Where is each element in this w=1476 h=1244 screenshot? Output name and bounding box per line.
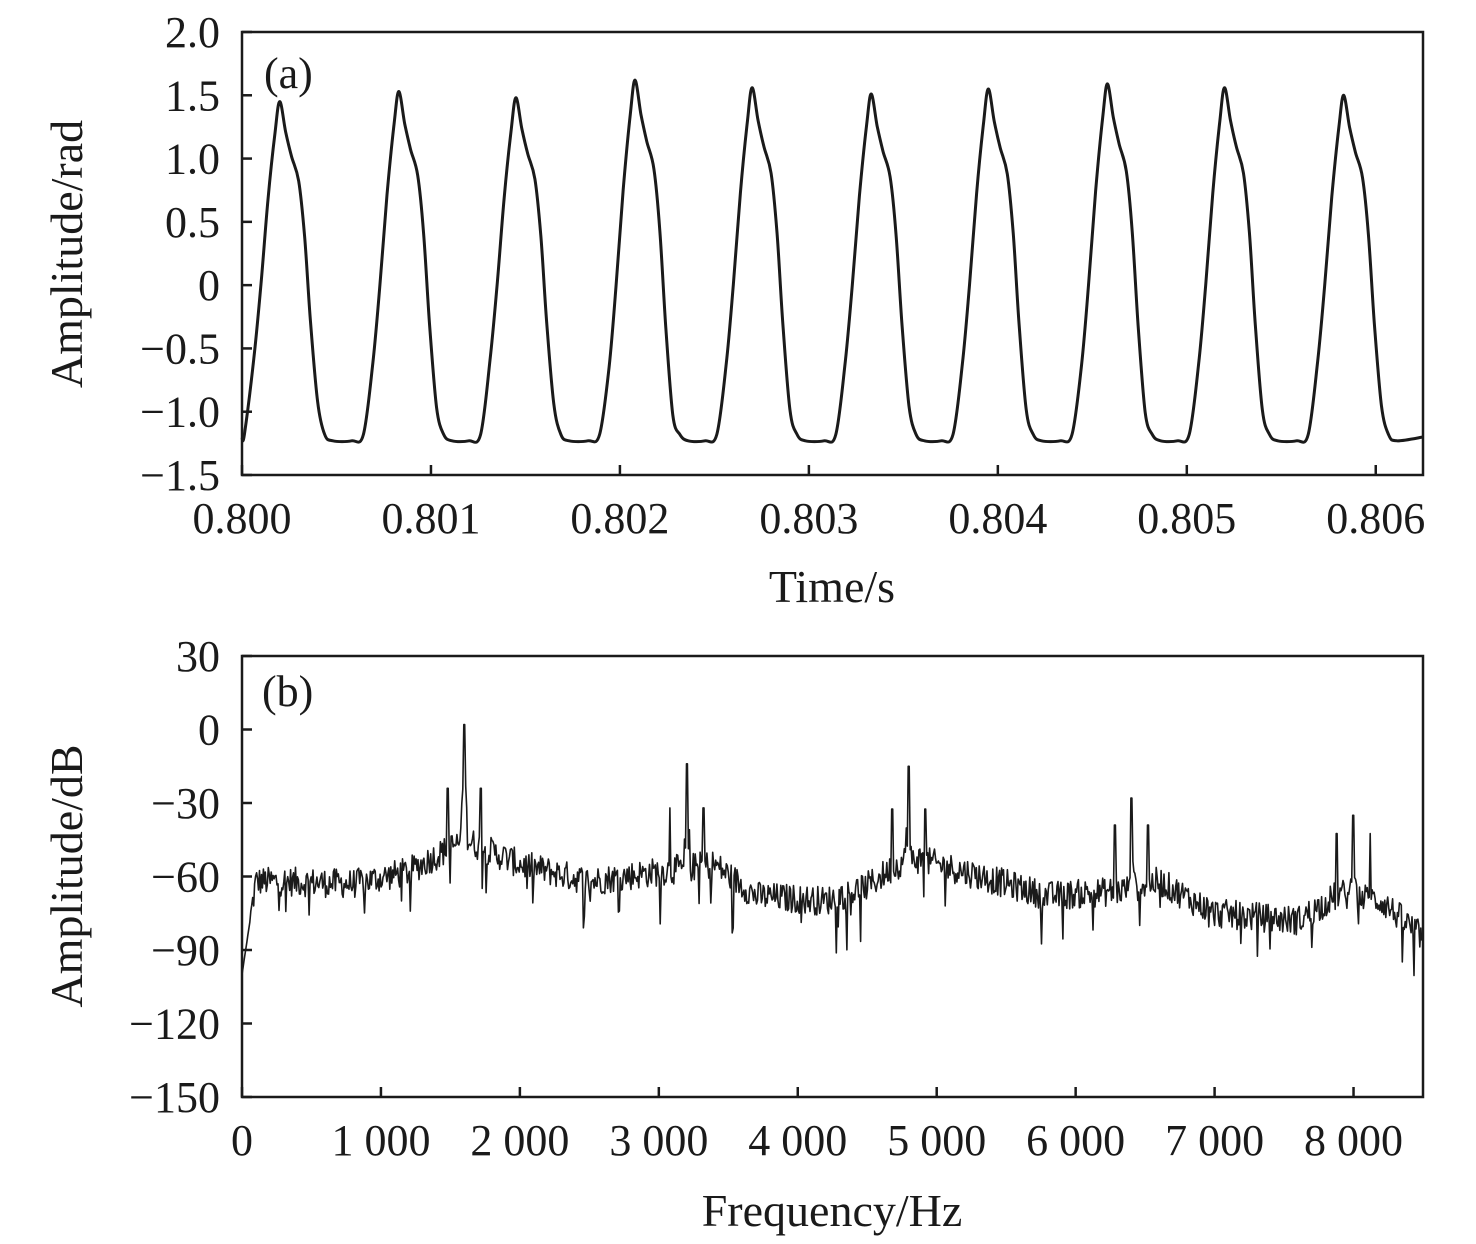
chart-a-y-tick-label: −0.5: [140, 324, 220, 373]
chart-a-series-line: [240, 78, 1424, 444]
chart-a: 0.800 0.801 0.802 0.803 0.804 0.805 0.806 2.0 1…: [41, 8, 1425, 612]
chart-b-x-tick-label: 8 000: [1304, 1116, 1403, 1165]
chart-b-y-axis-label: Amplitude/dB: [41, 744, 92, 1007]
chart-b-x-tick-label: 0: [231, 1116, 253, 1165]
chart-b-x-tick-label: 6 000: [1026, 1116, 1125, 1165]
chart-b-y-ticks: 30 0 −30 −60 −90 −120 −150: [129, 632, 252, 1122]
chart-a-x-ticks: 0.800 0.801 0.802 0.803 0.804 0.805 0.806: [193, 465, 1425, 543]
chart-b-x-tick-label: 4 000: [748, 1116, 847, 1165]
chart-a-y-axis-label: Amplitude/rad: [41, 120, 92, 388]
chart-b-y-tick-label: 30: [176, 632, 220, 681]
chart-a-panel-label: (a): [264, 49, 313, 98]
chart-a-y-tick-label: 1.0: [165, 135, 220, 184]
chart-a-y-tick-label: 0: [198, 261, 220, 310]
chart-b-x-ticks: 0 1 000 2 000 3 000 4 000 5 000 6 000 7 000 8 00…: [231, 1087, 1403, 1165]
chart-a-y-tick-label: −1.0: [140, 388, 220, 437]
chart-a-x-tick-label: 0.805: [1137, 494, 1236, 543]
chart-b-x-tick-label: 5 000: [887, 1116, 986, 1165]
chart-b-x-tick-label: 3 000: [609, 1116, 708, 1165]
chart-a-x-tick-label: 0.802: [570, 494, 669, 543]
chart-a-y-tick-label: 0.5: [165, 198, 220, 247]
chart-b-y-tick-label: −60: [151, 853, 220, 902]
chart-a-x-tick-label: 0.800: [193, 494, 292, 543]
chart-a-x-tick-label: 0.804: [948, 494, 1047, 543]
chart-a-x-tick-label: 0.806: [1326, 494, 1425, 543]
chart-a-y-tick-label: 2.0: [165, 8, 220, 57]
chart-b-y-tick-label: −30: [151, 779, 220, 828]
chart-b-x-tick-label: 2 000: [470, 1116, 569, 1165]
chart-a-x-axis-label: Time/s: [769, 561, 895, 612]
chart-b-y-tick-label: 0: [198, 706, 220, 755]
chart-b-y-tick-label: −150: [129, 1073, 220, 1122]
chart-a-frame: [240, 30, 1425, 477]
chart-b-panel-label: (b): [262, 667, 313, 716]
chart-b: 0 1 000 2 000 3 000 4 000 5 000 6 000 7 000 8 00…: [41, 632, 1425, 1236]
chart-a-y-tick-label: 1.5: [165, 71, 220, 120]
chart-a-y-tick-label: −1.5: [140, 451, 220, 500]
chart-a-x-tick-label: 0.803: [759, 494, 858, 543]
chart-a-y-ticks: 2.0 1.5 1.0 0.5 0 −0.5 −1.0 −1.5: [140, 8, 252, 500]
chart-b-series-line: [241, 723, 1424, 977]
chart-b-x-tick-label: 7 000: [1165, 1116, 1264, 1165]
chart-b-x-tick-label: 1 000: [331, 1116, 430, 1165]
chart-b-y-tick-label: −120: [129, 1000, 220, 1049]
chart-b-y-tick-label: −90: [151, 926, 220, 975]
chart-b-x-axis-label: Frequency/Hz: [702, 1185, 963, 1236]
chart-a-x-tick-label: 0.801: [381, 494, 480, 543]
